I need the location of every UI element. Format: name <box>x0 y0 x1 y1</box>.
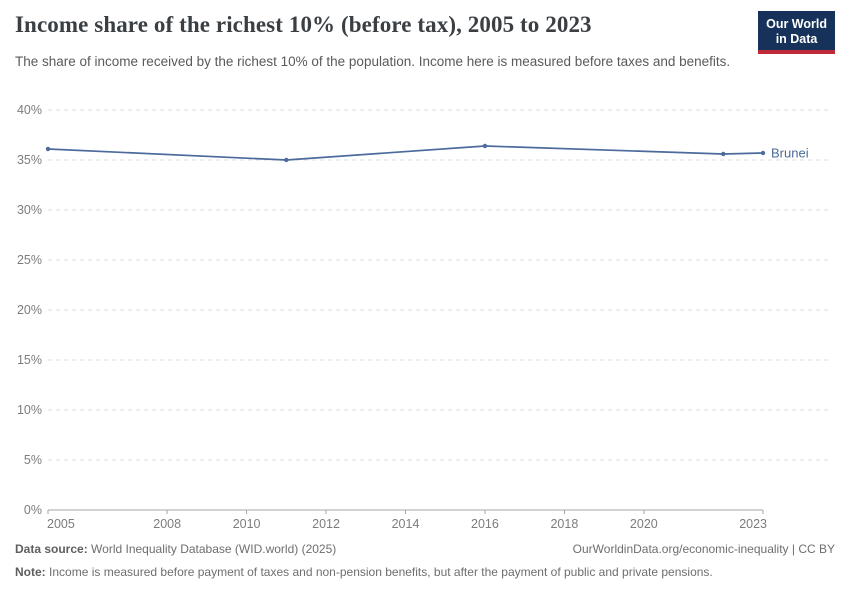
y-axis-tick-label-40: 40% <box>17 103 42 117</box>
attribution-link[interactable]: OurWorldinData.org/economic-inequality |… <box>572 542 835 556</box>
footer-note-row: Note: Income is measured before payment … <box>15 563 835 581</box>
x-axis-tick-label-2005: 2005 <box>47 517 75 531</box>
y-axis-tick-label-20: 20% <box>17 303 42 317</box>
owid-logo-line2: in Data <box>775 31 818 46</box>
owid-logo-line1: Our World <box>766 17 827 31</box>
data-point-brunei-2005[interactable] <box>45 146 51 152</box>
y-axis-tick-label-5: 5% <box>24 453 42 467</box>
y-axis-tick-label-35: 35% <box>17 153 42 167</box>
x-axis-tick-label-2016: 2016 <box>471 517 499 531</box>
data-source: Data source: World Inequality Database (… <box>15 540 336 558</box>
x-axis-tick-label-2008: 2008 <box>153 517 181 531</box>
y-axis-tick-label-15: 15% <box>17 353 42 367</box>
note-label: Note: <box>15 565 46 579</box>
line-series-brunei[interactable] <box>47 145 764 161</box>
x-axis-tick-label-2010: 2010 <box>233 517 261 531</box>
y-axis-tick-label-30: 30% <box>17 203 42 217</box>
page-title: Income share of the richest 10% (before … <box>15 12 592 37</box>
note-text: Income is measured before payment of tax… <box>49 565 713 579</box>
chart-footer: Data source: World Inequality Database (… <box>15 540 835 581</box>
owid-logo[interactable]: Our World in Data <box>758 11 835 54</box>
y-axis-tick-label-0: 0% <box>24 503 42 517</box>
y-axis-tick-label-25: 25% <box>17 253 42 267</box>
x-axis-tick-label-2023: 2023 <box>739 517 767 531</box>
data-point-brunei-2016[interactable] <box>482 143 488 149</box>
data-point-brunei-2011[interactable] <box>284 157 289 163</box>
line-chart: 0% 5% 10% 15% 20% 25% 30% 35% 40% 2005 2008 2010 201… <box>17 103 830 531</box>
x-axis-tick-label-2020: 2020 <box>630 517 658 531</box>
x-axis-tick-label-2012: 2012 <box>312 517 340 531</box>
data-point-brunei-2022[interactable] <box>721 151 726 157</box>
x-axis-tick-label-2018: 2018 <box>550 517 578 531</box>
data-source-text: World Inequality Database (WID.world) (2… <box>91 542 337 556</box>
data-point-brunei-2023[interactable] <box>760 150 766 156</box>
footer-source-row: Data source: World Inequality Database (… <box>15 540 835 558</box>
x-axis-tick-label-2014: 2014 <box>392 517 420 531</box>
chart-subtitle: The share of income received by the rich… <box>15 54 731 69</box>
y-axis-tick-label-10: 10% <box>17 403 42 417</box>
data-source-label: Data source: <box>15 542 88 556</box>
series-label-brunei[interactable]: Brunei <box>771 146 809 161</box>
